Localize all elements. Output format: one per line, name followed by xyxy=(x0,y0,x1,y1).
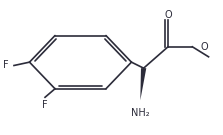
Text: F: F xyxy=(4,60,9,70)
Text: NH₂: NH₂ xyxy=(131,108,150,118)
Polygon shape xyxy=(140,68,146,100)
Text: O: O xyxy=(164,10,172,20)
Text: F: F xyxy=(42,100,48,110)
Text: O: O xyxy=(200,42,208,52)
